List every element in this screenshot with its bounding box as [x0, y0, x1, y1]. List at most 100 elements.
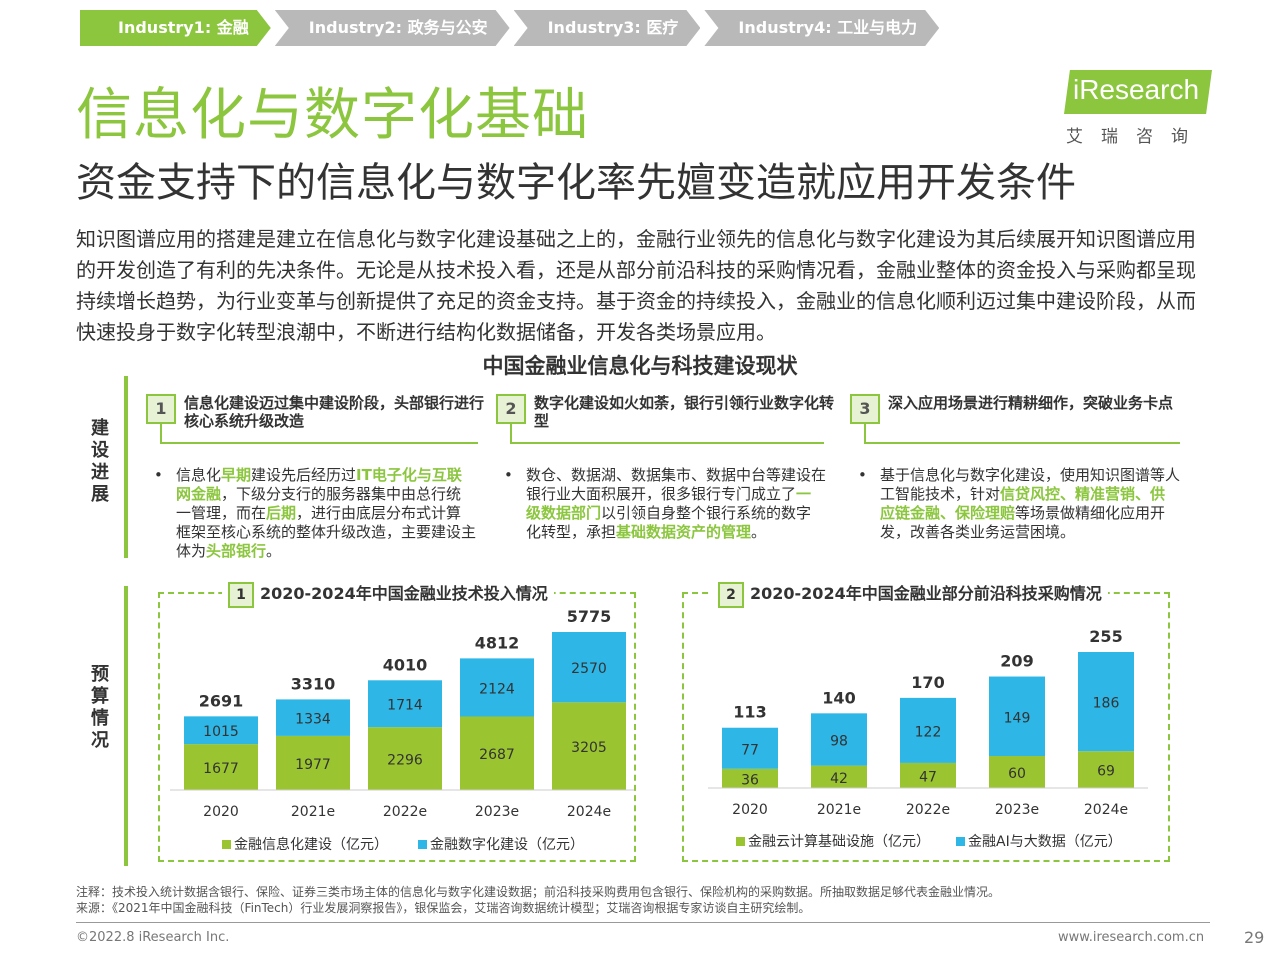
legend-swatch — [956, 837, 965, 846]
bar-segment-top — [722, 727, 778, 769]
bar-segment-bottom — [989, 756, 1045, 788]
x-tick-label: 2022e — [906, 802, 950, 818]
column-body: • 基于信息化与数字化建设，使用知识图谱等人工智能技术，针对信贷风控、精准营销、供… — [858, 466, 1181, 541]
source-text: 来源：《2021年中国金融科技（FinTech）行业发展洞察报告》，银保监会，艾… — [76, 901, 811, 915]
highlight-text: 头部银行 — [206, 542, 267, 560]
bar-segment-bottom — [722, 768, 778, 788]
column-divider — [510, 442, 824, 444]
highlight-text: 信贷风控、精准营销、供应链金融、保险理赔 — [880, 485, 1166, 522]
bar-segment-bottom — [184, 744, 258, 790]
x-tick-label: 2020 — [732, 802, 768, 818]
column-number: 1 — [146, 394, 176, 424]
bar-value-label: 1015 — [203, 724, 239, 740]
industry-nav: Industry1: 金融 Industry2: 政务与公安 Industry3… — [80, 10, 943, 46]
bar-segment-bottom — [552, 702, 626, 790]
bar-segment-bottom — [276, 735, 350, 790]
body-text: 基于信息化与数字化建设，使用知识图谱等人工智能技术，针对 — [880, 466, 1181, 503]
x-tick-label: 2024e — [567, 804, 611, 820]
column-divider — [160, 442, 478, 444]
bar-value-label: 1334 — [295, 712, 331, 728]
chart-1-number: 1 — [228, 582, 254, 608]
highlight-text: 一级数据部门 — [526, 485, 812, 522]
body-text: 。 — [266, 542, 282, 560]
bar-value-label: 36 — [741, 772, 759, 788]
chart-1-frame: 1677 1015 2691 2020 1977 1334 3310 2021e 2296 171… — [158, 592, 636, 862]
body-text: 信息化 — [176, 466, 222, 484]
bar-total-label: 5775 — [567, 607, 612, 626]
iresearch-logo: iResearch 艾瑞咨询 — [1056, 70, 1216, 148]
bar-value-label: 98 — [830, 733, 848, 749]
bar-segment-top — [552, 632, 626, 703]
nav-tab-industry3[interactable]: Industry3: 医疗 — [514, 10, 701, 46]
body-text: 以引领自身整个银行系统的数字化转型，承担 — [526, 504, 812, 541]
bar-total-label: 4812 — [475, 633, 520, 652]
bar-total-label: 3310 — [291, 674, 336, 693]
x-tick-label: 2021e — [817, 802, 861, 818]
body-text: ，下级分支行的服务器集中由总行统一管理，而在 — [176, 485, 462, 522]
legend-swatch — [736, 837, 745, 846]
footer-divider — [76, 922, 1210, 923]
bar-segment-top — [460, 658, 534, 717]
chart-1-title: 1 2020-2024年中国金融业技术投入情况 — [222, 580, 554, 608]
page-subtitle: 资金支持下的信息化与数字化率先嬗变造就应用开发条件 — [76, 160, 1076, 206]
chart-2-title-text: 2020-2024年中国金融业部分前沿科技采购情况 — [750, 584, 1102, 603]
chart-2-frame: 36 77 113 2020 42 98 140 2021e 47 122 170 2022e 60 14… — [682, 592, 1170, 862]
bar-segment-top — [1078, 652, 1134, 752]
bar-segment-top — [368, 680, 442, 728]
chart-1-title-text: 2020-2024年中国金融业技术投入情况 — [260, 584, 548, 603]
footer-copyright: ©2022.8 iResearch Inc. — [76, 930, 230, 945]
body-text: 建设先后经历过 — [251, 466, 357, 484]
bar-value-label: 2296 — [387, 753, 423, 769]
bar-total-label: 4010 — [383, 655, 428, 674]
bar-value-label: 122 — [915, 724, 942, 740]
bar-segment-top — [811, 713, 867, 766]
bar-segment-bottom — [460, 716, 534, 790]
x-tick-label: 2022e — [383, 804, 427, 820]
legend-label: 金融云计算基础设施（亿元） — [748, 833, 930, 850]
bar-value-label: 42 — [830, 771, 848, 787]
highlight-text: 早期 — [221, 466, 252, 484]
column-body: • 信息化早期建设先后经历过IT电子化与互联网金融，下级分支行的服务器集中由总行统… — [154, 466, 477, 560]
column-number: 2 — [496, 394, 526, 424]
note-text: 注释：技术投入统计数据含银行、保险、证券三类市场主体的信息化与数字化建设数据；前… — [76, 885, 1001, 899]
build-side-label: 建设进展 — [91, 418, 109, 505]
column-heading: 信息化建设迈过集中建设阶段，头部银行进行核心系统升级改造 — [184, 394, 485, 430]
column-connector — [510, 424, 512, 444]
tech-investment-chart: 1677 1015 2691 2020 1977 1334 3310 2021e 2296 171… — [170, 607, 634, 853]
bar-value-label: 1977 — [295, 757, 331, 773]
bar-value-label: 69 — [1097, 764, 1115, 780]
intro-paragraph: 知识图谱应用的搭建是建立在信息化与数字化建设基础之上的，金融行业领先的信息化与数… — [76, 227, 1196, 344]
bar-segment-bottom — [900, 762, 956, 788]
page-title: 信息化与数字化基础 — [76, 83, 589, 148]
column-divider — [864, 442, 1180, 444]
logo-text: iResearch — [1072, 74, 1200, 105]
x-tick-label: 2023e — [995, 802, 1039, 818]
bar-value-label: 1677 — [203, 761, 239, 777]
x-tick-label: 2021e — [291, 804, 335, 820]
bar-total-label: 140 — [822, 688, 855, 707]
body-text: ，进行由底层分布式计算框架至核心系统的整体升级改造，主要建设主体为 — [176, 504, 477, 560]
chart-2-number: 2 — [718, 582, 744, 608]
nav-tab-industry4[interactable]: Industry4: 工业与电力 — [704, 10, 939, 46]
footer-url[interactable]: www.iresearch.com.cn — [1058, 930, 1205, 945]
column-heading: 数字化建设如火如荼，银行引领行业数字化转型 — [534, 394, 835, 430]
nav-tab-industry2[interactable]: Industry2: 政务与公安 — [275, 10, 510, 46]
legend-swatch — [222, 840, 231, 849]
chart-2-title: 2 2020-2024年中国金融业部分前沿科技采购情况 — [712, 580, 1108, 608]
x-tick-label: 2024e — [1084, 802, 1128, 818]
bar-value-label: 149 — [1004, 710, 1031, 726]
highlight-text: IT电子化与互联网金融 — [176, 466, 462, 503]
bar-total-label: 113 — [733, 703, 766, 722]
logo-background — [1064, 70, 1212, 114]
bar-value-label: 2687 — [479, 747, 515, 763]
bar-value-label: 3205 — [571, 740, 607, 756]
bar-value-label: 60 — [1008, 766, 1026, 782]
bar-value-label: 186 — [1093, 696, 1120, 712]
bar-segment-bottom — [1078, 751, 1134, 788]
bar-total-label: 170 — [911, 673, 944, 692]
bar-segment-top — [276, 699, 350, 736]
nav-tab-industry1[interactable]: Industry1: 金融 — [80, 10, 271, 46]
bar-value-label: 2124 — [479, 681, 515, 697]
body-text: 数仓、数据湖、数据集市、数据中台等建设在银行业大面积展开，很多银行专门成立了 — [526, 466, 827, 503]
bar-segment-top — [989, 676, 1045, 756]
